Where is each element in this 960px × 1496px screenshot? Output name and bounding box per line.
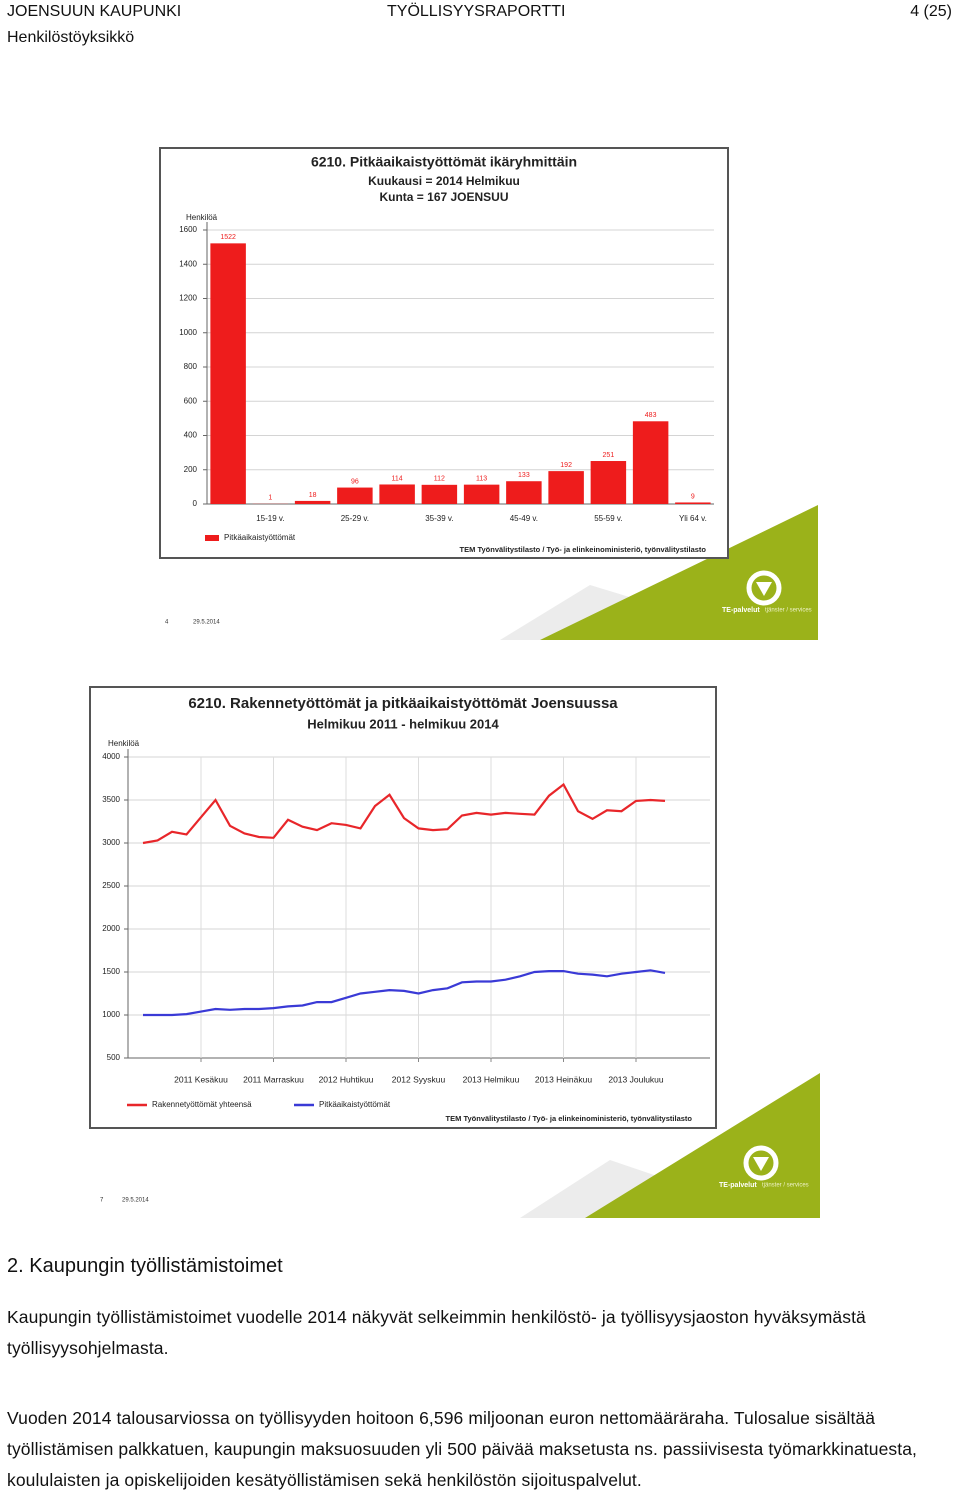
chart-subtitle: Kunta = 167 JOENSUU (379, 190, 508, 204)
x-tick-label: 2013 Joulukuu (608, 1074, 664, 1084)
chart-source: TEM Työnvälitystilasto / Työ- ja elinkei… (446, 1114, 693, 1123)
y-tick-label: 4000 (102, 752, 120, 761)
x-tick-label: 35-39 v. (425, 514, 453, 523)
y-tick-label: 400 (184, 431, 198, 440)
x-tick-label: 2013 Helmikuu (463, 1074, 520, 1084)
x-tick-label: 2012 Huhtikuu (319, 1074, 374, 1084)
bar (591, 461, 626, 504)
x-tick-label: 45-49 v. (510, 514, 538, 523)
x-tick-label: 2011 Marraskuu (243, 1074, 304, 1084)
paragraph: Vuoden 2014 talousarviossa on työllisyyd… (7, 1403, 942, 1496)
slide-date: 29.5.2014 (193, 620, 220, 626)
y-tick-label: 1500 (102, 967, 120, 976)
value-label: 113 (476, 475, 487, 482)
legend-label: Rakennetyöttömät yhteensä (152, 1100, 252, 1109)
y-tick-label: 0 (193, 499, 198, 508)
slide-date: 29.5.2014 (122, 1198, 149, 1204)
legend-label: Pitkäaikaistyöttömät (224, 533, 296, 542)
chart-frame (90, 687, 716, 1128)
y-tick-label: 200 (184, 465, 198, 474)
y-tick-label: 1200 (179, 294, 197, 303)
value-label: 9 (691, 493, 695, 500)
value-label: 18 (309, 492, 317, 499)
y-axis-label: Henkilöä (186, 213, 218, 222)
x-tick-label: 25-29 v. (341, 514, 369, 523)
value-label: 483 (645, 412, 657, 419)
x-tick-label: 2012 Syyskuu (392, 1074, 446, 1084)
bar (210, 243, 245, 504)
section-heading: 2. Kaupungin työllistämistoimet (7, 1255, 283, 1278)
bar (506, 481, 541, 504)
y-tick-label: 600 (184, 396, 198, 405)
charts: TE-palvelut tjänster / services 4 29.5.2014… (0, 0, 960, 1230)
value-label: 114 (392, 475, 403, 482)
value-label: 1522 (220, 234, 236, 241)
value-label: 96 (351, 478, 359, 485)
brand-sub: tjänster / services (762, 1183, 809, 1189)
paragraph: Kaupungin työllistämistoimet vuodelle 20… (7, 1302, 942, 1364)
legend-label: Pitkäaikaistyöttömät (319, 1100, 391, 1109)
y-tick-label: 1400 (179, 259, 197, 268)
chart-subtitle: Helmikuu 2011 - helmikuu 2014 (307, 716, 499, 731)
y-tick-label: 800 (184, 362, 198, 371)
y-axis-label: Henkilöä (108, 739, 140, 748)
slide-number: 4 (165, 620, 169, 626)
y-tick-label: 3500 (102, 795, 120, 804)
chart-title: 6210. Rakennetyöttömät ja pitkäaikaistyö… (188, 695, 618, 712)
slide-number: 7 (100, 1198, 104, 1204)
y-tick-label: 1000 (102, 1010, 120, 1019)
x-tick-label: 15-19 v. (256, 514, 284, 523)
value-label: 112 (434, 476, 445, 483)
chart-title: 6210. Pitkäaikaistyöttömät ikäryhmittäin (311, 154, 577, 170)
x-tick-label: Yli 64 v. (679, 514, 707, 523)
bar (464, 485, 499, 504)
x-tick-label: 2011 Kesäkuu (174, 1074, 228, 1084)
brand-sub: tjänster / services (765, 608, 812, 614)
bar (422, 485, 457, 504)
x-tick-label: 2013 Heinäkuu (535, 1074, 592, 1084)
value-label: 1 (268, 495, 272, 502)
chart-subtitle: Kuukausi = 2014 Helmikuu (368, 174, 520, 188)
y-tick-label: 3000 (102, 838, 120, 847)
y-tick-label: 2000 (102, 924, 120, 933)
y-tick-label: 1000 (179, 328, 197, 337)
bar (337, 488, 372, 504)
x-tick-label: 55-59 v. (594, 514, 622, 523)
bar (633, 421, 668, 504)
bar (548, 471, 583, 504)
y-tick-label: 1600 (179, 225, 197, 234)
brand: TE-palvelut (719, 1182, 757, 1189)
y-tick-label: 2500 (102, 881, 120, 890)
brand: TE-palvelut (722, 607, 760, 614)
bar (295, 501, 330, 504)
bar (379, 484, 414, 504)
chart-source: TEM Työnvälitystilasto / Työ- ja elinkei… (460, 545, 707, 554)
y-tick-label: 500 (107, 1053, 121, 1062)
value-label: 251 (603, 452, 615, 459)
legend-swatch (205, 535, 219, 541)
bar (675, 502, 710, 504)
value-label: 192 (560, 462, 572, 469)
value-label: 133 (518, 472, 530, 479)
